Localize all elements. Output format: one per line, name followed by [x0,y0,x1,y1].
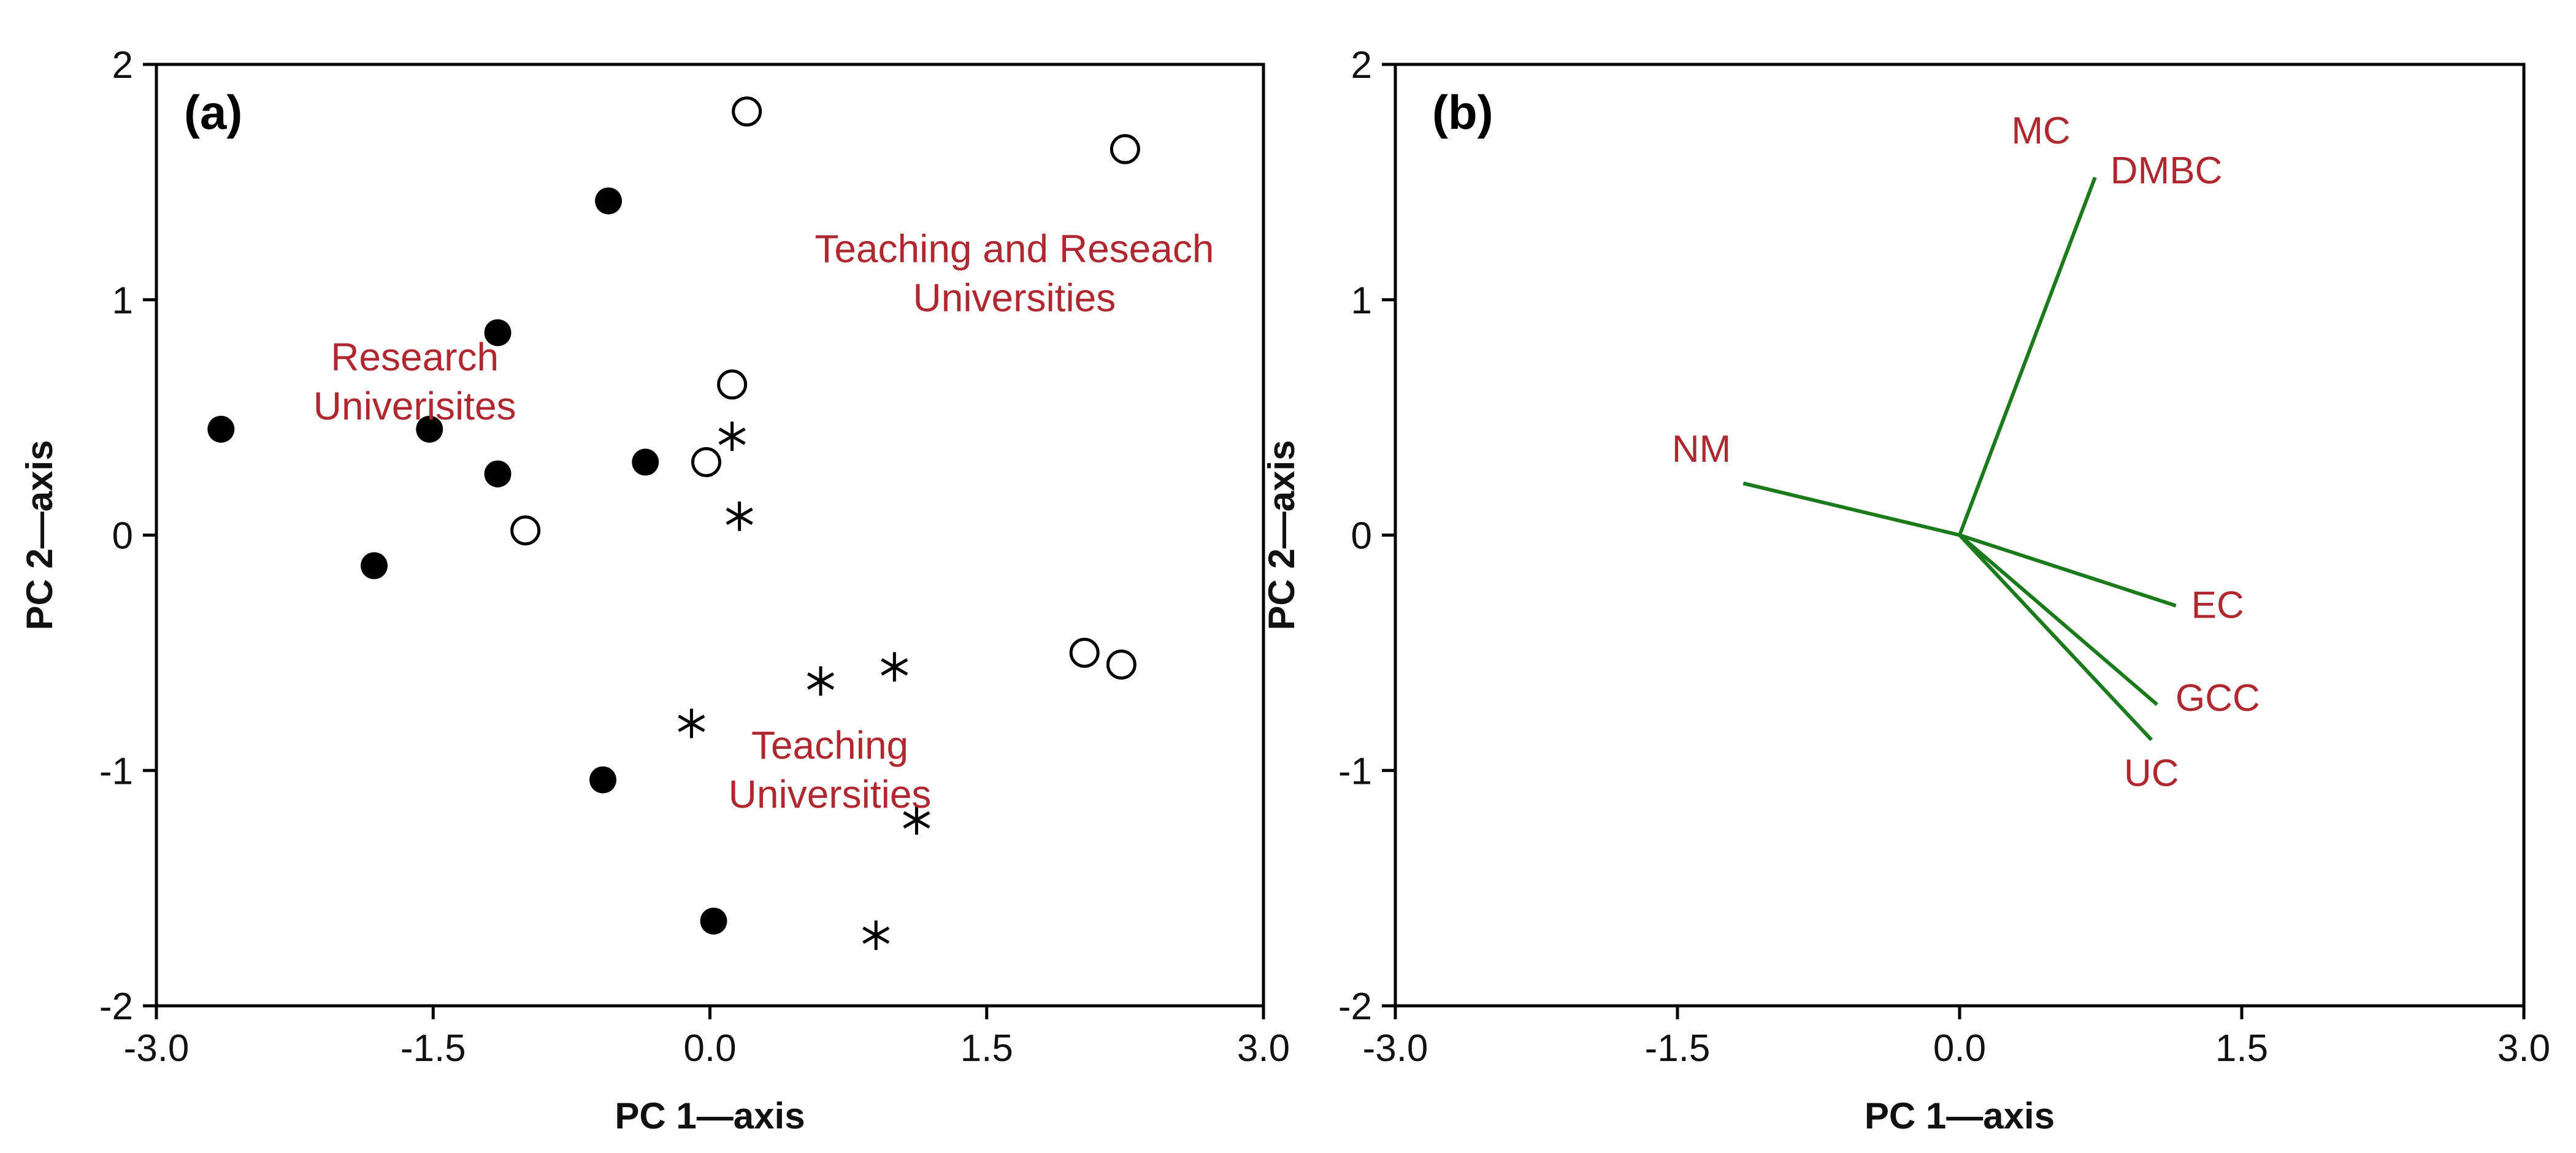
loading-vector-nm [1742,481,1960,537]
data-point-filled [484,319,512,347]
data-point-filled [484,460,512,488]
data-point-asterisk [678,708,705,738]
chart-panel-b: -3.0 -1.5 0.0 1.5 3.0 2 1 0 -1 -2 PC 1—axis PC 2—ax… [1261,44,2550,1136]
loading-vector-gcc [1958,534,2158,707]
data-point-filled [700,907,727,935]
asterisk-stroke [881,658,908,676]
data-point-open [732,96,762,127]
x-tick-label: 1.5 [960,1027,1013,1070]
x-tick-label: 1.5 [2215,1027,2268,1070]
x-tick-label: 0.0 [683,1027,736,1070]
x-tick-label: -1.5 [401,1027,466,1070]
annotation-line: Research [331,335,499,379]
group-annotation: Teaching and Reseach Universities [815,226,1214,320]
annotation-line: Universities [913,275,1116,320]
loading-vector-uc [1958,534,2153,741]
annotation-line: Teaching [751,723,908,767]
plot-frame [155,63,1265,1008]
loading-vector-ec [1959,533,2177,608]
vector-label-uc: UC [2124,752,2179,794]
data-point-filled [595,187,623,215]
asterisk-stroke [807,672,835,690]
data-point-open [1106,649,1137,680]
data-point-asterisk [726,501,753,531]
vector-label-mc: MC [2011,110,2070,152]
x-axis-title: PC 1—axis [1865,1095,2055,1136]
chart-panel-a: -3.0 -1.5 0.0 1.5 3.0 2 1 0 -1 -2 PC 1—axis PC 2—ax… [19,44,1290,1136]
vector-label-nm: NM [1672,428,1731,470]
x-axis-title: PC 1—axis [615,1095,805,1136]
y-axis-title: PC 2—axis [1261,440,1302,630]
asterisk-stroke [718,427,746,445]
y-tick-label: 2 [1351,44,1372,86]
annotation-line: Teaching and Reseach [815,226,1214,270]
y-tick-label: 0 [112,515,133,557]
x-tick-label: 3.0 [2497,1027,2550,1070]
x-tick-label: -3.0 [1363,1027,1428,1070]
loading-vector-mc [1958,177,2097,536]
data-point-open [717,369,748,400]
y-tick-label: -2 [99,986,133,1028]
y-tick-label: 1 [112,280,133,322]
data-point-filled [632,448,659,476]
y-tick-label: 1 [1351,280,1372,322]
asterisk-stroke [726,507,753,525]
data-point-open [1110,134,1140,164]
vector-label-dmbc: DMBC [2110,150,2223,192]
panel-label: (b) [1432,85,1493,139]
data-point-asterisk [881,652,908,682]
x-tick-label: 0.0 [1933,1027,1986,1070]
panel-label: (a) [184,85,242,139]
data-point-filled [589,766,617,794]
y-axis-title: PC 2—axis [19,440,60,630]
data-point-filled [360,552,388,580]
data-point-asterisk [903,805,930,835]
x-tick-label: -3.0 [124,1027,190,1070]
vector-label-gcc: GCC [2175,677,2260,719]
x-tick-label: 3.0 [1237,1027,1290,1070]
annotation-line: Univerisites [313,384,516,428]
vector-label-ec: EC [2191,584,2244,627]
data-point-asterisk [718,421,746,451]
data-point-filled [207,415,235,443]
data-point-open [691,447,721,478]
y-tick-label: 2 [112,44,133,86]
asterisk-stroke [862,926,890,944]
data-point-open [510,515,541,546]
data-point-asterisk [862,920,890,950]
y-tick-label: -1 [1338,750,1372,792]
y-tick-label: -2 [1338,986,1372,1028]
group-annotation: Teaching Universities [729,723,932,816]
x-tick-label: -1.5 [1645,1027,1711,1070]
data-point-open [1069,637,1100,668]
data-point-filled [416,415,443,443]
y-tick-label: -1 [99,750,133,792]
asterisk-stroke [678,714,705,732]
asterisk-stroke [903,811,930,829]
y-tick-label: 0 [1351,515,1372,557]
data-point-asterisk [807,666,835,696]
annotation-line: Universities [729,772,932,816]
group-annotation: Research Univerisites [313,335,516,428]
